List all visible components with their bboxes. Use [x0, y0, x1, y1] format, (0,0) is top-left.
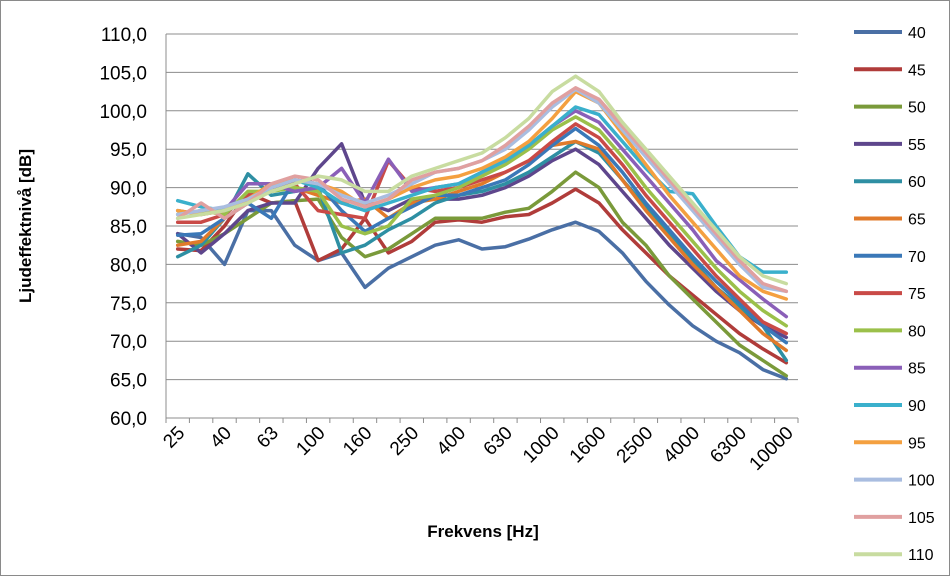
x-axis-title: Frekvens [Hz] — [427, 522, 538, 541]
legend-item-90: 90 — [854, 398, 926, 415]
legend-item-100: 100 — [854, 473, 935, 490]
legend-label: 75 — [908, 286, 926, 303]
legend-label: 95 — [908, 435, 926, 452]
series-line-40 — [175, 208, 789, 381]
legend-item-95: 95 — [854, 435, 926, 452]
legend-item-75: 75 — [854, 286, 926, 303]
legend-label: 50 — [908, 100, 926, 117]
y-tick-label: 105,0 — [99, 63, 147, 84]
legend-label: 80 — [908, 323, 926, 340]
x-tick-label: 4000 — [659, 423, 704, 468]
y-tick-label: 95,0 — [110, 140, 147, 161]
legend: 40 45 50 55 60 65 70 75 80 85 90 95 100 105 110 — [854, 25, 935, 564]
legend-label: 45 — [908, 62, 926, 79]
legend-label: 70 — [908, 249, 926, 266]
legend-label: 40 — [908, 25, 926, 42]
series-line-110 — [175, 74, 789, 286]
x-tick-label: 25 — [159, 423, 189, 453]
x-tick-label: 250 — [386, 423, 423, 460]
y-axis-title: Ljudeffektnivå [dB] — [16, 149, 35, 303]
legend-item-80: 80 — [854, 323, 926, 340]
x-tick-label: 63 — [253, 423, 283, 453]
x-tick-label: 160 — [339, 423, 376, 460]
legend-item-60: 60 — [854, 174, 926, 191]
x-tick-label: 40 — [206, 423, 236, 453]
gridlines — [165, 33, 798, 419]
series-line-60 — [175, 139, 789, 363]
x-tick-label: 100 — [292, 423, 329, 460]
legend-item-70: 70 — [854, 249, 926, 266]
series-line-105 — [175, 86, 789, 294]
legend-label: 100 — [908, 473, 935, 490]
y-tick-label: 70,0 — [110, 332, 147, 353]
legend-label: 85 — [908, 361, 926, 378]
y-tick-label: 90,0 — [110, 179, 147, 200]
y-tick-label: 65,0 — [110, 371, 147, 392]
legend-label: 60 — [908, 174, 926, 191]
legend-label: 105 — [908, 510, 935, 527]
legend-item-55: 55 — [854, 137, 926, 154]
y-tick-label: 80,0 — [110, 255, 147, 276]
x-tick-label: 630 — [480, 423, 517, 460]
legend-item-65: 65 — [854, 212, 926, 229]
y-tick-label: 60,0 — [110, 409, 147, 430]
y-axis-ticks: 60,0 65,0 70,0 75,0 80,0 85,0 90,0 95,0 100,0 105… — [99, 25, 147, 430]
x-tick-label: 1000 — [519, 423, 564, 468]
legend-item-105: 105 — [854, 510, 935, 527]
y-tick-label: 85,0 — [110, 217, 147, 238]
x-tick-label: 2500 — [613, 423, 658, 468]
legend-item-50: 50 — [854, 100, 926, 117]
x-tick-label: 1600 — [566, 423, 611, 468]
x-axis-ticks: 25 40 63 100 160 250 400 630 1000 1600 2500 4000 630… — [159, 418, 799, 475]
series-lines — [175, 74, 789, 381]
y-tick-label: 110,0 — [101, 25, 147, 46]
legend-label: 55 — [908, 137, 926, 154]
x-tick-label: 6300 — [706, 423, 751, 468]
y-tick-label: 100,0 — [99, 102, 147, 123]
legend-item-45: 45 — [854, 62, 926, 79]
x-tick-label: 10000 — [746, 423, 798, 475]
legend-label: 65 — [908, 212, 926, 229]
legend-item-40: 40 — [854, 25, 926, 42]
legend-item-85: 85 — [854, 361, 926, 378]
legend-label: 90 — [908, 398, 926, 415]
y-tick-label: 75,0 — [110, 294, 147, 315]
x-tick-label: 400 — [433, 423, 470, 460]
series-line-70 — [175, 126, 789, 345]
legend-item-110: 110 — [854, 547, 934, 564]
legend-label: 110 — [908, 547, 934, 564]
